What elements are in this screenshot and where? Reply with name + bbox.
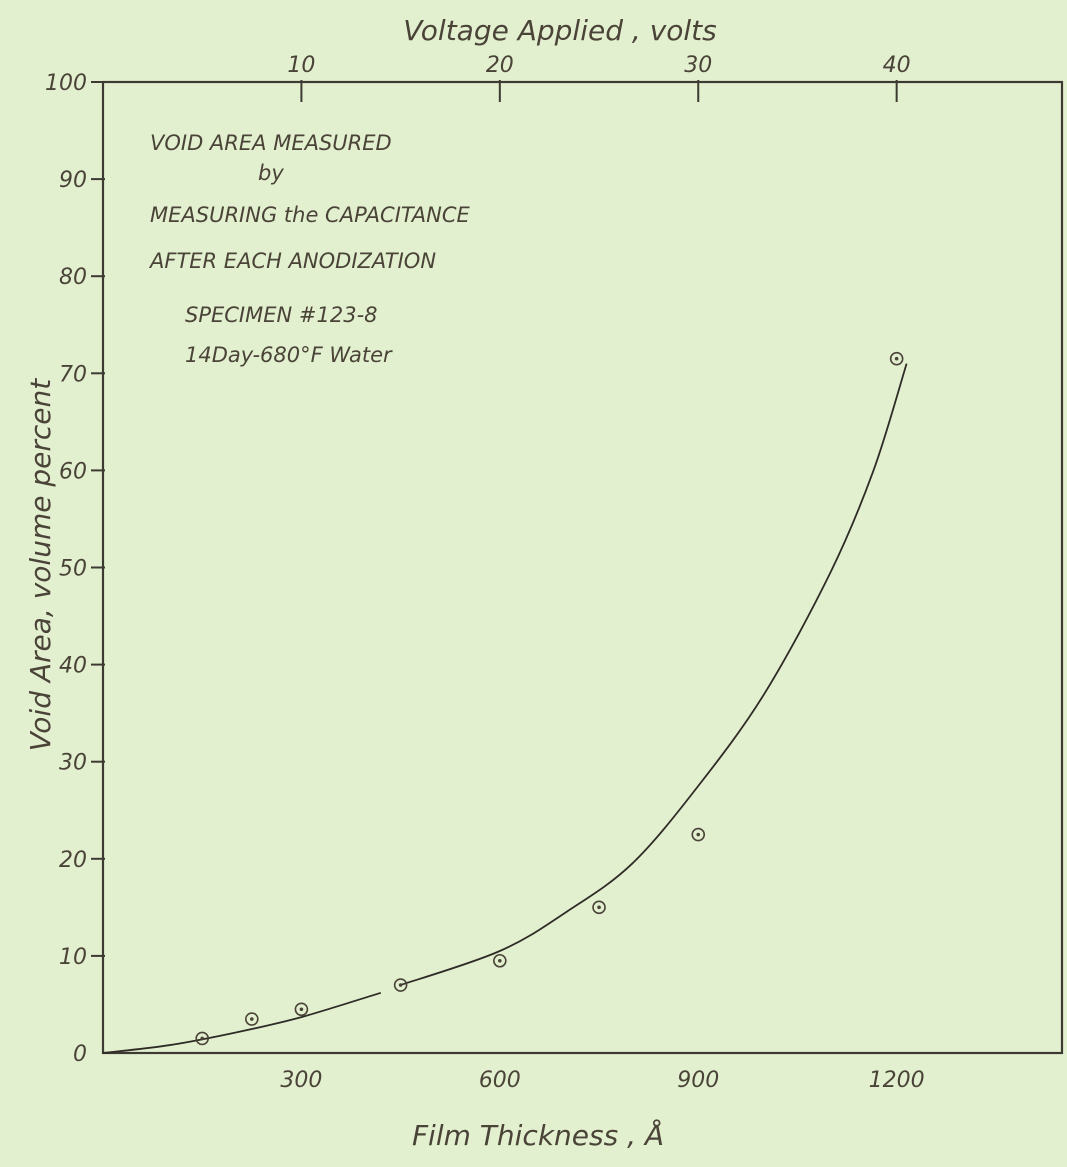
y-tick-label: 70 xyxy=(59,362,87,387)
annotation-block: VOID AREA MEASURED by MEASURING the CAPA… xyxy=(148,131,471,367)
y-tick-label: 100 xyxy=(45,71,87,96)
annotation-line-2: by xyxy=(258,161,284,185)
data-point xyxy=(592,900,606,915)
annotation-line-4: AFTER EACH ANODIZATION xyxy=(148,249,436,273)
y-tick-label: 10 xyxy=(59,945,87,970)
y-tick-label: 60 xyxy=(59,459,87,484)
y-tick-label: 30 xyxy=(59,751,87,776)
top-tick-label: 30 xyxy=(684,53,712,78)
y-tick-label: 50 xyxy=(59,557,87,582)
plot-axes xyxy=(101,80,1064,1055)
y-tick-label: 90 xyxy=(59,168,87,193)
top-tick-label: 10 xyxy=(287,53,315,78)
data-point-dot xyxy=(498,958,502,963)
annotation-line-1: VOID AREA MEASURED xyxy=(150,131,392,155)
data-point-ring xyxy=(294,1002,309,1017)
data-point-dot xyxy=(250,1017,254,1021)
data-point-ring xyxy=(691,827,706,842)
data-point-dot xyxy=(894,356,899,361)
y-tick-label: 40 xyxy=(59,654,87,679)
annotation-line-6: 14Day-680°F Water xyxy=(185,343,393,367)
fit-curves xyxy=(102,363,908,1054)
data-point xyxy=(889,351,904,366)
y-tick-label: 80 xyxy=(59,265,87,290)
y-axis-title: Void Area, volume percent xyxy=(24,378,57,751)
fit-curve xyxy=(400,363,908,986)
data-points xyxy=(195,351,904,1046)
top-tick-label: 40 xyxy=(883,53,911,78)
axis-ticks: 0 10 20 30 40 50 60 70 80 90 100 300 600 900 1200 10 20 3… xyxy=(45,53,925,1093)
data-point xyxy=(245,1012,259,1026)
data-point-ring xyxy=(592,900,606,915)
top-tick-label: 20 xyxy=(486,53,514,78)
y-tick-label: 20 xyxy=(59,848,87,873)
x-tick-label: 600 xyxy=(479,1068,521,1093)
data-point-ring xyxy=(493,953,507,968)
data-point xyxy=(294,1002,309,1017)
data-point xyxy=(195,1031,210,1046)
x-tick-label: 1200 xyxy=(869,1068,925,1093)
annotation-line-3: MEASURING the CAPACITANCE xyxy=(150,203,471,227)
data-point xyxy=(393,978,408,992)
data-point xyxy=(493,953,507,968)
data-point xyxy=(691,827,706,842)
data-point-ring xyxy=(889,351,904,366)
x-tick-label: 900 xyxy=(677,1068,719,1093)
y-tick-label: 0 xyxy=(73,1042,87,1067)
data-point-dot xyxy=(696,832,701,837)
data-point-ring xyxy=(195,1031,210,1046)
top-axis-title: Voltage Applied , volts xyxy=(403,14,716,47)
data-point-ring xyxy=(393,978,408,992)
annotation-line-5: SPECIMEN #123-8 xyxy=(185,303,378,327)
fit-curve xyxy=(102,991,382,1054)
data-point-dot xyxy=(398,983,403,987)
data-point-dot xyxy=(200,1036,205,1041)
data-point-dot xyxy=(299,1007,304,1012)
plot-frame xyxy=(101,80,1064,1055)
x-tick-label: 300 xyxy=(280,1068,322,1093)
data-point-dot xyxy=(597,905,601,910)
x-axis-title: Film Thickness , Å xyxy=(412,1118,664,1152)
data-point-ring xyxy=(245,1012,259,1026)
